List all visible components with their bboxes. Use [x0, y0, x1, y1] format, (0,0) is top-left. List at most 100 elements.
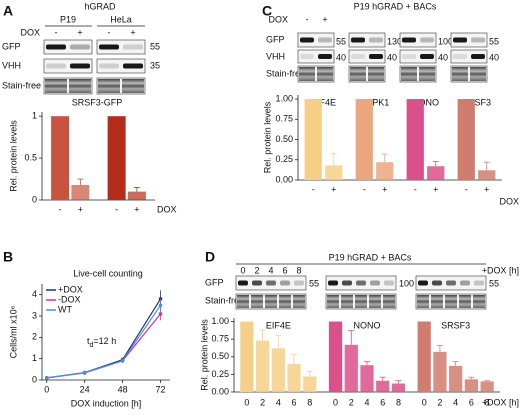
blot-frame: [399, 49, 437, 64]
blot-title: P19 hGRAD + BACs: [354, 1, 437, 11]
x-tick-label: 4: [364, 397, 369, 407]
x-axis-label: DOX induction [h]: [71, 398, 142, 408]
band: [341, 295, 353, 308]
band: [46, 63, 66, 69]
blot-title: hGRAD: [84, 1, 116, 11]
bar: [427, 166, 445, 180]
bar: [51, 116, 70, 200]
x-tick-label: -: [59, 204, 62, 214]
lane-sign: +: [130, 27, 135, 37]
x-tick-label: 0: [244, 397, 249, 407]
x-tick-label: -: [363, 184, 366, 194]
x-axis-label: +DOX [h]: [482, 397, 519, 407]
band: [401, 67, 417, 81]
x-tick-label: -: [465, 184, 468, 194]
error-bar: [364, 361, 370, 366]
bar: [360, 365, 374, 392]
y-tick-label: 0.75: [275, 114, 293, 124]
group-label: NONO: [354, 320, 381, 330]
band: [432, 280, 442, 286]
x-tick-label: -: [414, 184, 417, 194]
x-axis-label: DOX: [157, 204, 177, 214]
band: [470, 67, 486, 81]
legend-label: WT: [58, 304, 72, 314]
bar: [303, 376, 317, 392]
error-bar: [291, 354, 298, 364]
bar: [478, 170, 496, 180]
band: [446, 280, 456, 286]
x-tick-label: 6: [380, 397, 385, 407]
treatment-label: +DOX [h]: [482, 265, 519, 275]
annotation-sub: d: [90, 342, 94, 349]
x-tick-label: 2: [437, 397, 442, 407]
row-label: VHH: [2, 60, 21, 70]
x-tick-label: 8: [307, 397, 312, 407]
band: [355, 295, 367, 308]
y-tick-label: 0.5: [24, 152, 37, 162]
x-tick-label: +: [134, 204, 139, 214]
x-tick-label: 48: [118, 384, 128, 394]
cell-line: P19: [60, 14, 76, 24]
x-tick-label: +: [484, 184, 489, 194]
band: [70, 63, 90, 69]
time-label: 8: [296, 265, 301, 275]
y-axis-label: Cells/ml x10⁶: [8, 305, 18, 358]
band: [453, 54, 467, 59]
band: [356, 280, 366, 286]
y-tick-label: 0.75: [211, 334, 229, 344]
bar: [406, 99, 424, 180]
y-axis-label: Rel. protein levels: [262, 101, 272, 173]
bar: [328, 321, 343, 392]
y-tick-label: 0.00: [275, 174, 293, 184]
x-tick-label: -: [312, 184, 315, 194]
band: [251, 295, 263, 308]
band: [293, 295, 305, 308]
band: [431, 295, 443, 308]
treatment-label: DOX: [20, 27, 40, 37]
x-tick-label: 4: [276, 397, 281, 407]
legend-label: +DOX: [58, 284, 83, 294]
error-bar: [484, 380, 491, 382]
band: [98, 79, 120, 93]
error-bar: [275, 335, 282, 349]
y-tick-label: 0.50: [211, 351, 229, 361]
band: [420, 37, 434, 43]
band: [369, 37, 383, 43]
band: [318, 37, 332, 43]
x-tick-label: 6: [292, 397, 297, 407]
band: [418, 280, 428, 286]
point: [44, 376, 49, 380]
mw-marker: 35: [150, 60, 160, 70]
band: [452, 67, 468, 81]
annotation-part: =12 h: [93, 336, 116, 346]
x-tick-label: +: [78, 204, 83, 214]
error-bar: [452, 361, 459, 366]
band: [238, 280, 248, 286]
error-bar: [306, 371, 313, 377]
blot-frame: [297, 32, 335, 48]
mw-marker: 40: [438, 52, 448, 62]
band: [317, 67, 333, 81]
band: [369, 54, 383, 59]
band: [327, 295, 339, 308]
blot-frame: [297, 49, 335, 64]
blot-frame: [43, 39, 93, 55]
lane-sign: -: [55, 27, 58, 37]
bar: [255, 340, 270, 392]
x-axis-label: DOX: [499, 196, 519, 206]
band: [45, 79, 67, 93]
y-tick-label: 1.00: [275, 93, 293, 103]
x-tick-label: 24: [80, 384, 90, 394]
bar: [271, 348, 285, 392]
error-bar: [468, 376, 475, 380]
x-tick-label: 8: [485, 397, 490, 407]
legend-label: -DOX: [58, 294, 81, 304]
band: [384, 280, 394, 286]
blot-frame: [96, 58, 146, 74]
row-label: GFP: [2, 41, 21, 51]
chart-title: Live-cell counting: [73, 268, 143, 278]
band: [369, 295, 381, 308]
bar: [107, 116, 126, 200]
y-tick-label: 0: [32, 194, 37, 204]
